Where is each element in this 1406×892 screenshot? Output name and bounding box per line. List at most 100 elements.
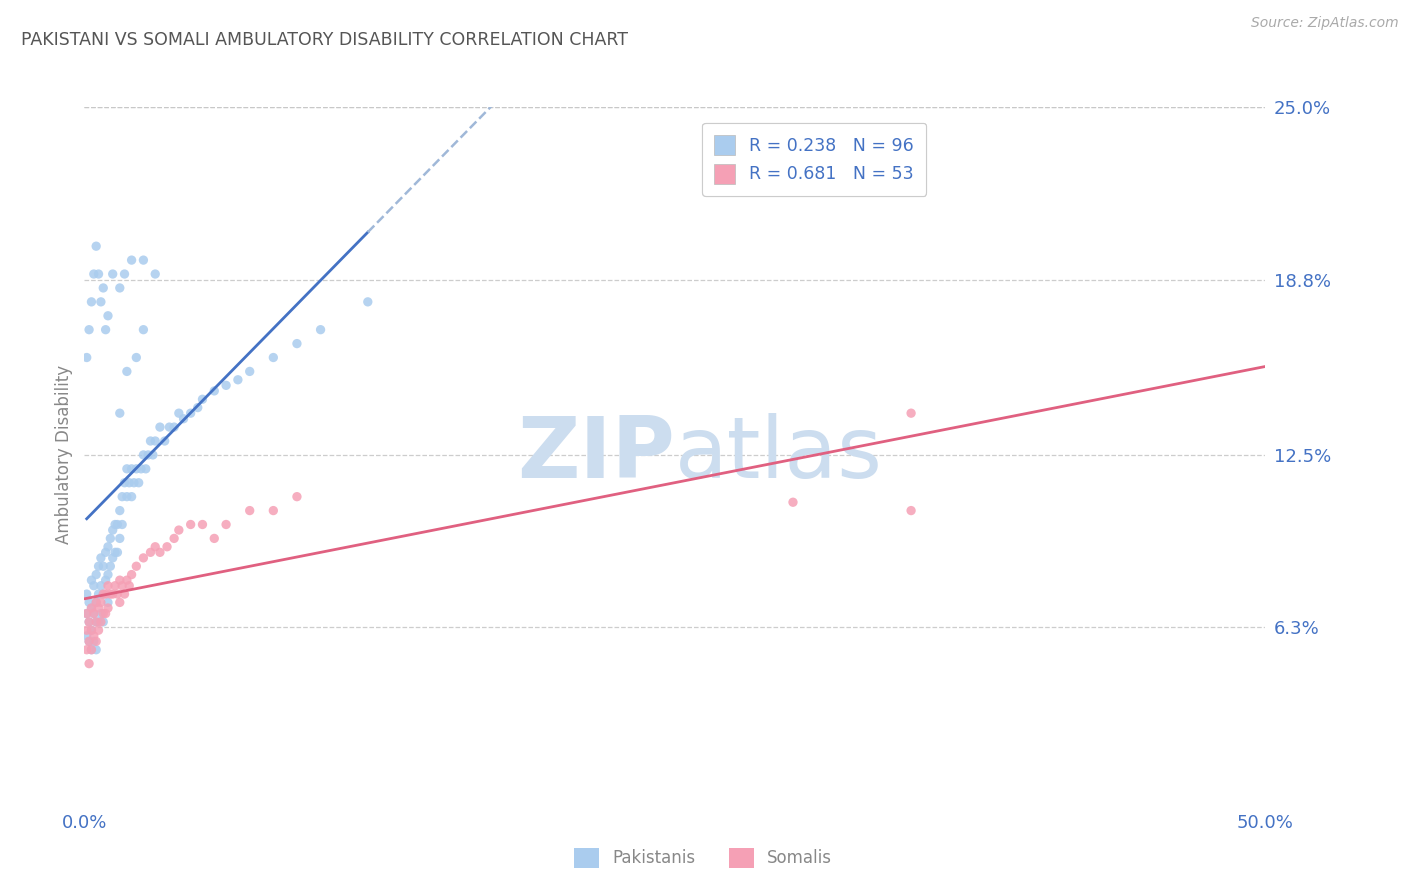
Point [87, 624, 110, 638]
Point [108, 406, 131, 420]
Point [80, 294, 103, 309]
Point [83, 629, 105, 643]
Point [107, 587, 129, 601]
Point [202, 384, 225, 398]
Point [83, 607, 105, 621]
Point [77, 595, 100, 609]
Point [132, 550, 155, 565]
Point [77, 615, 100, 629]
Point [80, 573, 103, 587]
Point [97, 567, 120, 582]
Point [104, 545, 127, 559]
Point [104, 579, 127, 593]
Point [163, 420, 186, 434]
Point [187, 401, 209, 415]
Point [84, 595, 107, 609]
Point [262, 503, 284, 517]
Point [87, 587, 110, 601]
Point [115, 573, 138, 587]
Point [114, 475, 136, 490]
Point [143, 540, 166, 554]
Point [132, 253, 155, 268]
Point [167, 523, 190, 537]
Point [90, 579, 112, 593]
Point [80, 642, 103, 657]
Point [90, 595, 112, 609]
Point [157, 420, 180, 434]
Point [191, 392, 214, 407]
Point [98, 559, 121, 574]
Point [108, 503, 131, 517]
Point [121, 490, 143, 504]
Point [309, 323, 332, 337]
Point [114, 587, 136, 601]
Point [90, 607, 112, 621]
Point [191, 517, 214, 532]
Point [108, 532, 131, 546]
Point [135, 462, 157, 476]
Point [107, 545, 129, 559]
Point [357, 294, 380, 309]
Point [142, 448, 165, 462]
Point [97, 601, 120, 615]
Point [76, 629, 98, 643]
Text: Source: ZipAtlas.com: Source: ZipAtlas.com [1251, 16, 1399, 30]
Point [132, 448, 155, 462]
Point [104, 517, 127, 532]
Point [91, 559, 114, 574]
Point [84, 239, 107, 253]
Point [215, 378, 238, 392]
Point [215, 517, 238, 532]
Point [83, 634, 105, 648]
Point [87, 267, 110, 281]
Point [80, 601, 103, 615]
Point [76, 587, 98, 601]
Point [121, 253, 143, 268]
Point [782, 495, 804, 509]
Point [84, 634, 107, 648]
Point [77, 615, 100, 629]
Point [180, 406, 202, 420]
Point [125, 351, 148, 365]
Legend: Pakistanis, Somalis: Pakistanis, Somalis [567, 841, 839, 875]
Point [84, 642, 107, 657]
Point [91, 587, 114, 601]
Point [122, 475, 145, 490]
Point [125, 559, 148, 574]
Point [143, 267, 166, 281]
Point [80, 624, 103, 638]
Text: ZIP: ZIP [517, 413, 675, 497]
Point [76, 351, 98, 365]
Point [91, 587, 114, 601]
Point [129, 462, 152, 476]
Point [97, 540, 120, 554]
Point [77, 634, 100, 648]
Point [239, 364, 262, 378]
Point [111, 517, 134, 532]
Point [98, 587, 121, 601]
Point [132, 323, 155, 337]
Point [173, 411, 195, 425]
Point [76, 642, 98, 657]
Point [77, 634, 100, 648]
Point [108, 573, 131, 587]
Point [139, 545, 162, 559]
Point [90, 550, 112, 565]
Point [202, 532, 225, 546]
Point [167, 406, 190, 420]
Point [107, 517, 129, 532]
Point [80, 642, 103, 657]
Point [97, 309, 120, 323]
Point [84, 567, 107, 582]
Point [118, 579, 141, 593]
Point [118, 475, 141, 490]
Point [128, 475, 150, 490]
Point [94, 545, 117, 559]
Point [94, 323, 117, 337]
Point [98, 532, 121, 546]
Point [239, 503, 262, 517]
Point [900, 503, 922, 517]
Point [156, 540, 179, 554]
Legend: R = 0.238   N = 96, R = 0.681   N = 53: R = 0.238 N = 96, R = 0.681 N = 53 [702, 123, 927, 195]
Point [108, 595, 131, 609]
